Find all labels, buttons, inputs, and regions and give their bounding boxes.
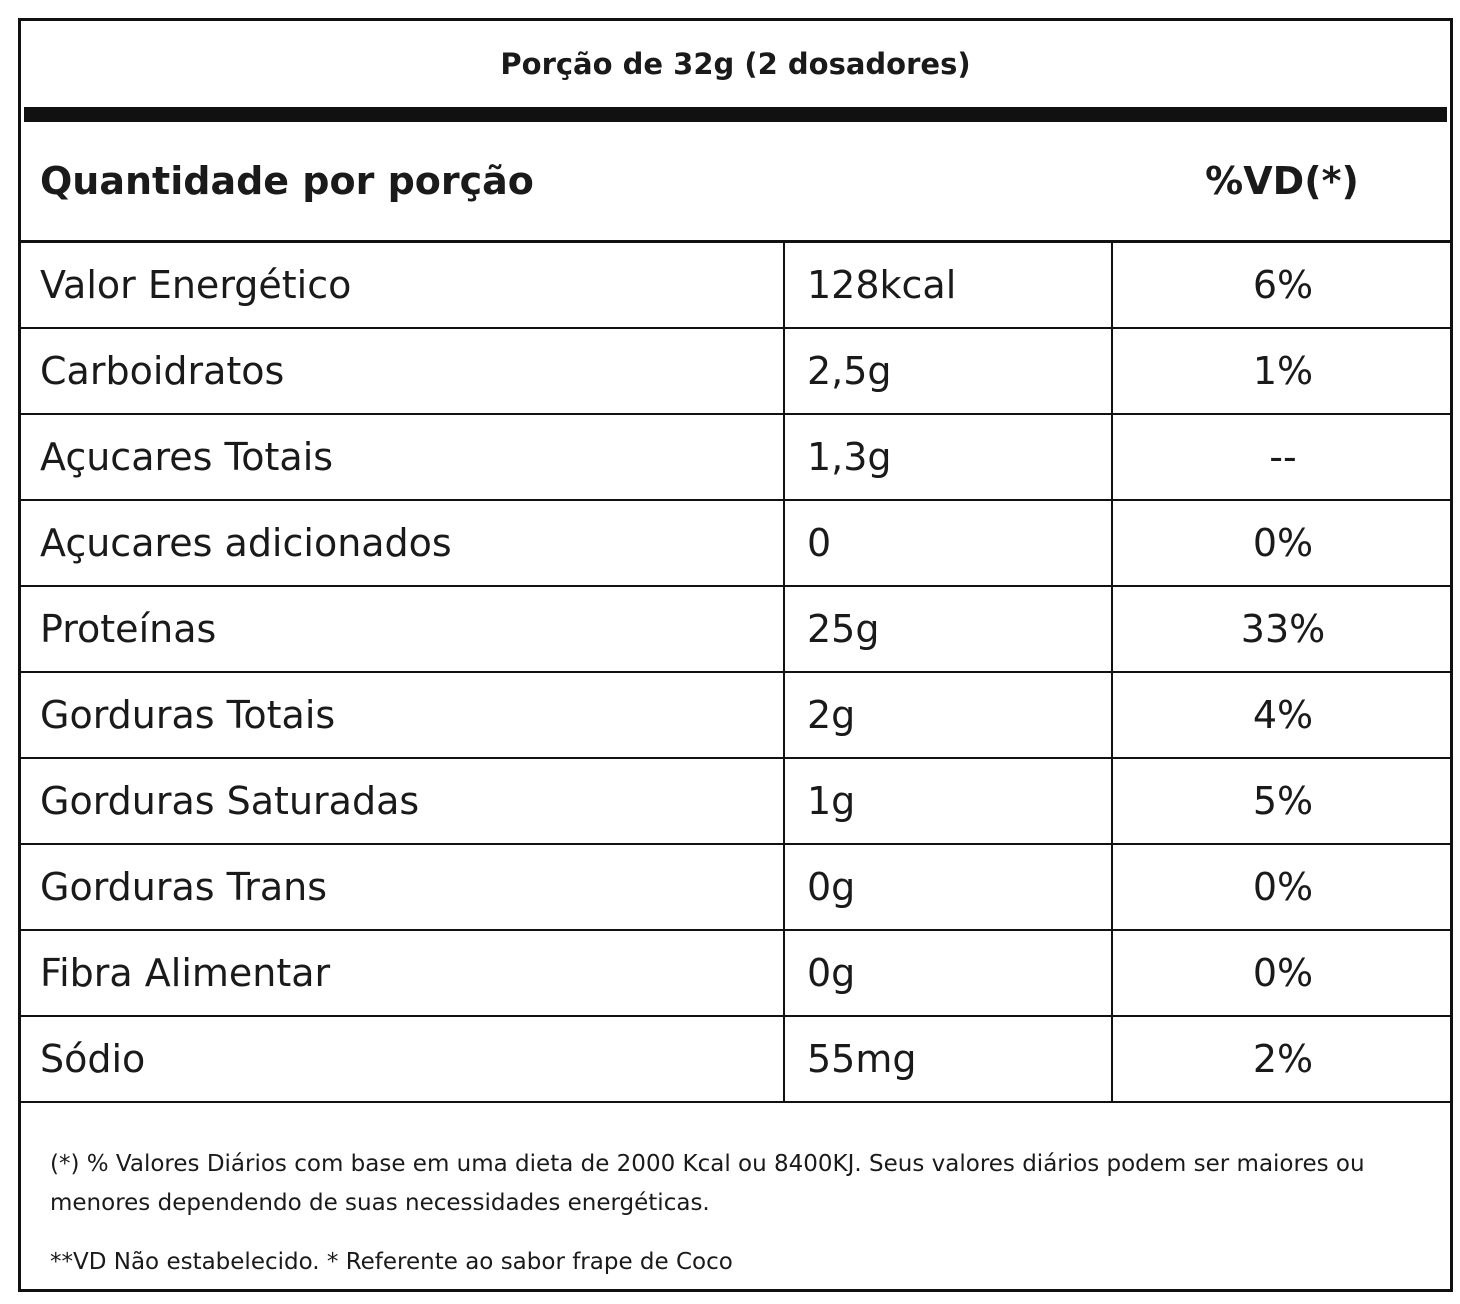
nutrient-amount: 0g: [783, 931, 1111, 1015]
nutrient-name: Gorduras Totais: [40, 693, 336, 737]
nutrient-daily-value: --: [1111, 415, 1453, 499]
table-row: Açucares adicionados 0 0%: [21, 501, 1450, 587]
nutrient-amount: 25g: [783, 587, 1111, 671]
nutrient-amount: 1g: [783, 759, 1111, 843]
nutrient-daily-value: 2%: [1111, 1017, 1453, 1101]
table-row: Gorduras Totais 2g 4%: [21, 673, 1450, 759]
daily-value-footnote: (*) % Valores Diários com base em uma di…: [50, 1151, 1365, 1216]
nutrient-name: Açucares adicionados: [40, 521, 452, 565]
nutrient-amount: 0g: [783, 845, 1111, 929]
nutrient-name: Valor Energético: [40, 263, 352, 307]
table-row: Sódio 55mg 2%: [21, 1017, 1450, 1103]
thick-divider: [24, 107, 1447, 122]
table-row: Carboidratos 2,5g 1%: [21, 329, 1450, 415]
nutrient-daily-value: 5%: [1111, 759, 1453, 843]
nutrient-name: Açucares Totais: [40, 435, 334, 479]
nutrient-daily-value: 1%: [1111, 329, 1453, 413]
nutrient-amount: 1,3g: [783, 415, 1111, 499]
nutrient-amount: 0: [783, 501, 1111, 585]
nutrient-daily-value: 0%: [1111, 501, 1453, 585]
table-row: Proteínas 25g 33%: [21, 587, 1450, 673]
nutrition-facts-table: Porção de 32g (2 dosadores) Quantidade p…: [18, 18, 1453, 1292]
nutrient-rows: Valor Energético 128kcal 6% Carboidratos…: [21, 243, 1450, 1103]
nutrient-daily-value: 0%: [1111, 845, 1453, 929]
nutrient-name: Gorduras Trans: [40, 865, 328, 909]
header-daily-value: %VD(*): [1205, 159, 1359, 203]
nutrient-name: Sódio: [40, 1037, 146, 1081]
nutrient-name: Proteínas: [40, 607, 217, 651]
nutrient-name: Fibra Alimentar: [40, 951, 331, 995]
nutrient-amount: 128kcal: [783, 243, 1111, 327]
table-row: Açucares Totais 1,3g --: [21, 415, 1450, 501]
nutrient-amount: 2,5g: [783, 329, 1111, 413]
nutrient-amount: 2g: [783, 673, 1111, 757]
nutrient-amount: 55mg: [783, 1017, 1111, 1101]
table-row: Valor Energético 128kcal 6%: [21, 243, 1450, 329]
table-row: Gorduras Saturadas 1g 5%: [21, 759, 1450, 845]
nutrient-name: Carboidratos: [40, 349, 285, 393]
nutrient-daily-value: 6%: [1111, 243, 1453, 327]
table-row: Fibra Alimentar 0g 0%: [21, 931, 1450, 1017]
nutrient-daily-value: 4%: [1111, 673, 1453, 757]
serving-size: Porção de 32g (2 dosadores): [500, 47, 971, 81]
flavor-footnote: **VD Não estabelecido. * Referente ao sa…: [50, 1249, 733, 1275]
nutrient-name: Gorduras Saturadas: [40, 779, 420, 823]
table-row: Gorduras Trans 0g 0%: [21, 845, 1450, 931]
nutrient-daily-value: 33%: [1111, 587, 1453, 671]
header-row: Quantidade por porção %VD(*): [21, 122, 1450, 243]
header-quantity-per-serving: Quantidade por porção: [40, 159, 534, 203]
nutrient-daily-value: 0%: [1111, 931, 1453, 1015]
